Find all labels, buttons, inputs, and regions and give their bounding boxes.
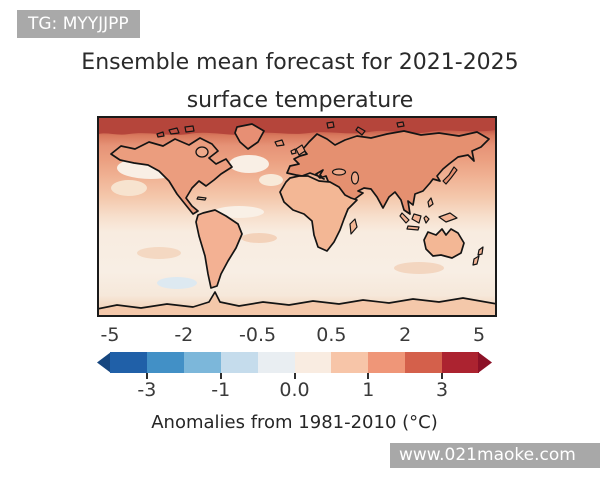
- colorbar-tick-label: -3: [137, 379, 157, 401]
- japan: [442, 166, 458, 185]
- colorbar-tick-mark: [367, 373, 370, 379]
- java: [406, 225, 420, 231]
- colorbar-segment: [294, 352, 332, 373]
- colorbar-tick-mark: [441, 373, 444, 379]
- philippines: [427, 197, 434, 208]
- colorbar-segment: [183, 352, 221, 373]
- antarctica: [99, 291, 495, 315]
- arctic-islands: [156, 121, 405, 138]
- colorbar-tick-label: 0.0: [279, 379, 310, 401]
- ireland: [290, 148, 297, 155]
- hudson-bay: [195, 146, 209, 158]
- south-america: [195, 209, 243, 289]
- madagascar: [349, 218, 358, 235]
- eurasia: [286, 130, 490, 215]
- colorbar-tick-label: 5: [472, 324, 486, 346]
- colorbar-segment: [220, 352, 258, 373]
- colorbar-segment: [368, 352, 406, 373]
- cool-anomaly-patch: [157, 277, 197, 289]
- novaya-zemlya: [355, 126, 366, 136]
- sumatra: [399, 212, 410, 224]
- canadian-arctic-island-2: [184, 125, 195, 133]
- colorbar-segment: [110, 352, 147, 373]
- colorbar-tick-label: -2: [174, 324, 194, 346]
- black-sea: [331, 168, 347, 176]
- cuba: [196, 196, 207, 201]
- colorbar-segments: [110, 352, 480, 373]
- arctic-warm-band: [99, 118, 495, 135]
- colorbar-extend-left-arrow: [97, 352, 111, 373]
- colorbar-tick-label: -0.5: [239, 324, 277, 346]
- colorbar-extend-right-arrow: [478, 352, 492, 373]
- chart-title-line2: surface temperature: [186, 88, 414, 113]
- colorbar-segment: [442, 352, 480, 373]
- colorbar-tick-label: 2: [399, 324, 412, 346]
- iceland: [274, 139, 285, 147]
- colorbar-segment: [405, 352, 443, 373]
- sulawesi: [423, 215, 430, 224]
- svalbard: [326, 121, 335, 129]
- new-guinea: [438, 212, 458, 223]
- colorbar-tick-label: 0.5: [316, 324, 347, 346]
- caspian-sea: [350, 171, 360, 185]
- colorbar-segment: [257, 352, 295, 373]
- colorbar-tick-label: 1: [362, 379, 375, 401]
- map-continents: [99, 121, 495, 315]
- severnaya-zemlya: [396, 121, 405, 128]
- greenland: [234, 123, 265, 150]
- colorbar-axis-label: Anomalies from 1981-2010 (°C): [151, 412, 438, 433]
- colorbar-tick-mark: [293, 373, 296, 379]
- canadian-arctic-island-1: [168, 127, 180, 135]
- world-map: [99, 118, 495, 315]
- colorbar-tick-mark: [219, 373, 222, 379]
- new-zealand-north: [477, 246, 484, 256]
- colorbar: -5 -3 -2 -1 -0.5 0.0 0.5 1 2 3 5: [97, 324, 492, 401]
- tag-badge: TG: MYYJJPP: [17, 10, 140, 38]
- colorbar-tick-mark: [145, 373, 148, 379]
- africa: [279, 175, 358, 252]
- colorbar-tick-label: -5: [100, 324, 120, 346]
- colorbar-tick-label: -1: [211, 379, 231, 401]
- watermark: www.021maoke.com: [390, 443, 600, 468]
- chart-title-line1: Ensemble mean forecast for 2021-2025: [81, 50, 519, 75]
- colorbar-segment: [331, 352, 369, 373]
- canadian-arctic-island-3: [156, 131, 165, 138]
- colorbar-tick-label: 3: [436, 379, 449, 401]
- colorbar-segment: [146, 352, 184, 373]
- australia: [423, 228, 465, 259]
- britain: [295, 144, 306, 156]
- new-zealand-south: [472, 255, 480, 266]
- borneo: [411, 213, 422, 224]
- world-map-frame: [97, 116, 497, 317]
